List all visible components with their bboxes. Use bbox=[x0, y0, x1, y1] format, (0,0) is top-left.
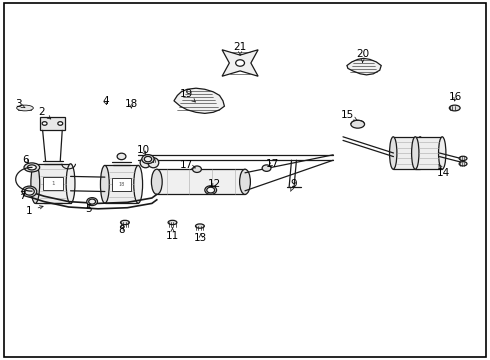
Ellipse shape bbox=[87, 198, 98, 206]
Ellipse shape bbox=[459, 162, 467, 166]
Text: 20: 20 bbox=[356, 49, 369, 62]
Ellipse shape bbox=[449, 105, 460, 111]
Text: 14: 14 bbox=[437, 165, 450, 178]
Ellipse shape bbox=[31, 164, 40, 203]
Ellipse shape bbox=[193, 166, 201, 172]
Ellipse shape bbox=[459, 156, 467, 161]
Text: 6: 6 bbox=[23, 155, 29, 165]
Bar bbox=[20, 106, 22, 110]
Text: 17: 17 bbox=[265, 159, 279, 169]
Ellipse shape bbox=[121, 220, 129, 225]
Ellipse shape bbox=[205, 186, 217, 194]
Ellipse shape bbox=[22, 186, 37, 197]
Text: 12: 12 bbox=[208, 179, 221, 189]
Text: 2: 2 bbox=[38, 107, 51, 119]
Text: 21: 21 bbox=[233, 42, 247, 55]
Text: 18: 18 bbox=[119, 182, 124, 187]
Polygon shape bbox=[416, 137, 442, 169]
Ellipse shape bbox=[42, 122, 47, 125]
Polygon shape bbox=[347, 58, 381, 75]
Text: 18: 18 bbox=[124, 99, 138, 109]
Ellipse shape bbox=[151, 169, 162, 194]
Text: 15: 15 bbox=[341, 110, 357, 120]
Polygon shape bbox=[105, 166, 138, 203]
Text: 19: 19 bbox=[179, 89, 196, 102]
Ellipse shape bbox=[168, 220, 177, 225]
Text: 5: 5 bbox=[85, 204, 92, 214]
Ellipse shape bbox=[351, 120, 365, 128]
Ellipse shape bbox=[142, 155, 154, 163]
Bar bbox=[24, 106, 25, 110]
Ellipse shape bbox=[144, 156, 152, 162]
Ellipse shape bbox=[24, 163, 40, 172]
Text: 11: 11 bbox=[166, 228, 179, 241]
Text: 4: 4 bbox=[102, 96, 109, 106]
Ellipse shape bbox=[416, 137, 424, 169]
Ellipse shape bbox=[100, 166, 109, 203]
Ellipse shape bbox=[412, 137, 419, 169]
Ellipse shape bbox=[140, 158, 151, 168]
Ellipse shape bbox=[148, 158, 159, 168]
Ellipse shape bbox=[66, 164, 75, 203]
Ellipse shape bbox=[196, 224, 204, 228]
Ellipse shape bbox=[27, 165, 36, 170]
Polygon shape bbox=[35, 164, 71, 203]
Polygon shape bbox=[174, 88, 224, 113]
Text: 1: 1 bbox=[26, 206, 43, 216]
Ellipse shape bbox=[439, 137, 446, 169]
Text: 10: 10 bbox=[137, 145, 149, 156]
Text: 1: 1 bbox=[51, 181, 55, 186]
Text: 3: 3 bbox=[15, 99, 25, 109]
Text: 13: 13 bbox=[194, 233, 208, 243]
Bar bbox=[30, 106, 31, 110]
Ellipse shape bbox=[236, 60, 245, 66]
Bar bbox=[18, 106, 20, 110]
Ellipse shape bbox=[390, 137, 397, 169]
Bar bbox=[112, 178, 131, 191]
Text: 9: 9 bbox=[291, 179, 297, 192]
Ellipse shape bbox=[17, 105, 33, 111]
Ellipse shape bbox=[262, 165, 271, 171]
Text: 17: 17 bbox=[179, 160, 196, 170]
Text: 16: 16 bbox=[449, 92, 463, 102]
Text: 7: 7 bbox=[19, 191, 25, 201]
Bar bbox=[43, 177, 63, 190]
Ellipse shape bbox=[240, 169, 250, 194]
Bar bbox=[22, 106, 24, 110]
Polygon shape bbox=[222, 50, 258, 76]
Ellipse shape bbox=[134, 166, 143, 203]
Bar bbox=[26, 106, 27, 110]
Ellipse shape bbox=[117, 153, 126, 160]
Ellipse shape bbox=[89, 199, 96, 204]
Bar bbox=[28, 106, 29, 110]
Polygon shape bbox=[157, 169, 245, 194]
Ellipse shape bbox=[58, 122, 63, 125]
Text: 8: 8 bbox=[118, 225, 125, 235]
Ellipse shape bbox=[24, 188, 34, 195]
Polygon shape bbox=[40, 117, 65, 130]
Ellipse shape bbox=[207, 187, 215, 193]
Polygon shape bbox=[393, 137, 420, 169]
